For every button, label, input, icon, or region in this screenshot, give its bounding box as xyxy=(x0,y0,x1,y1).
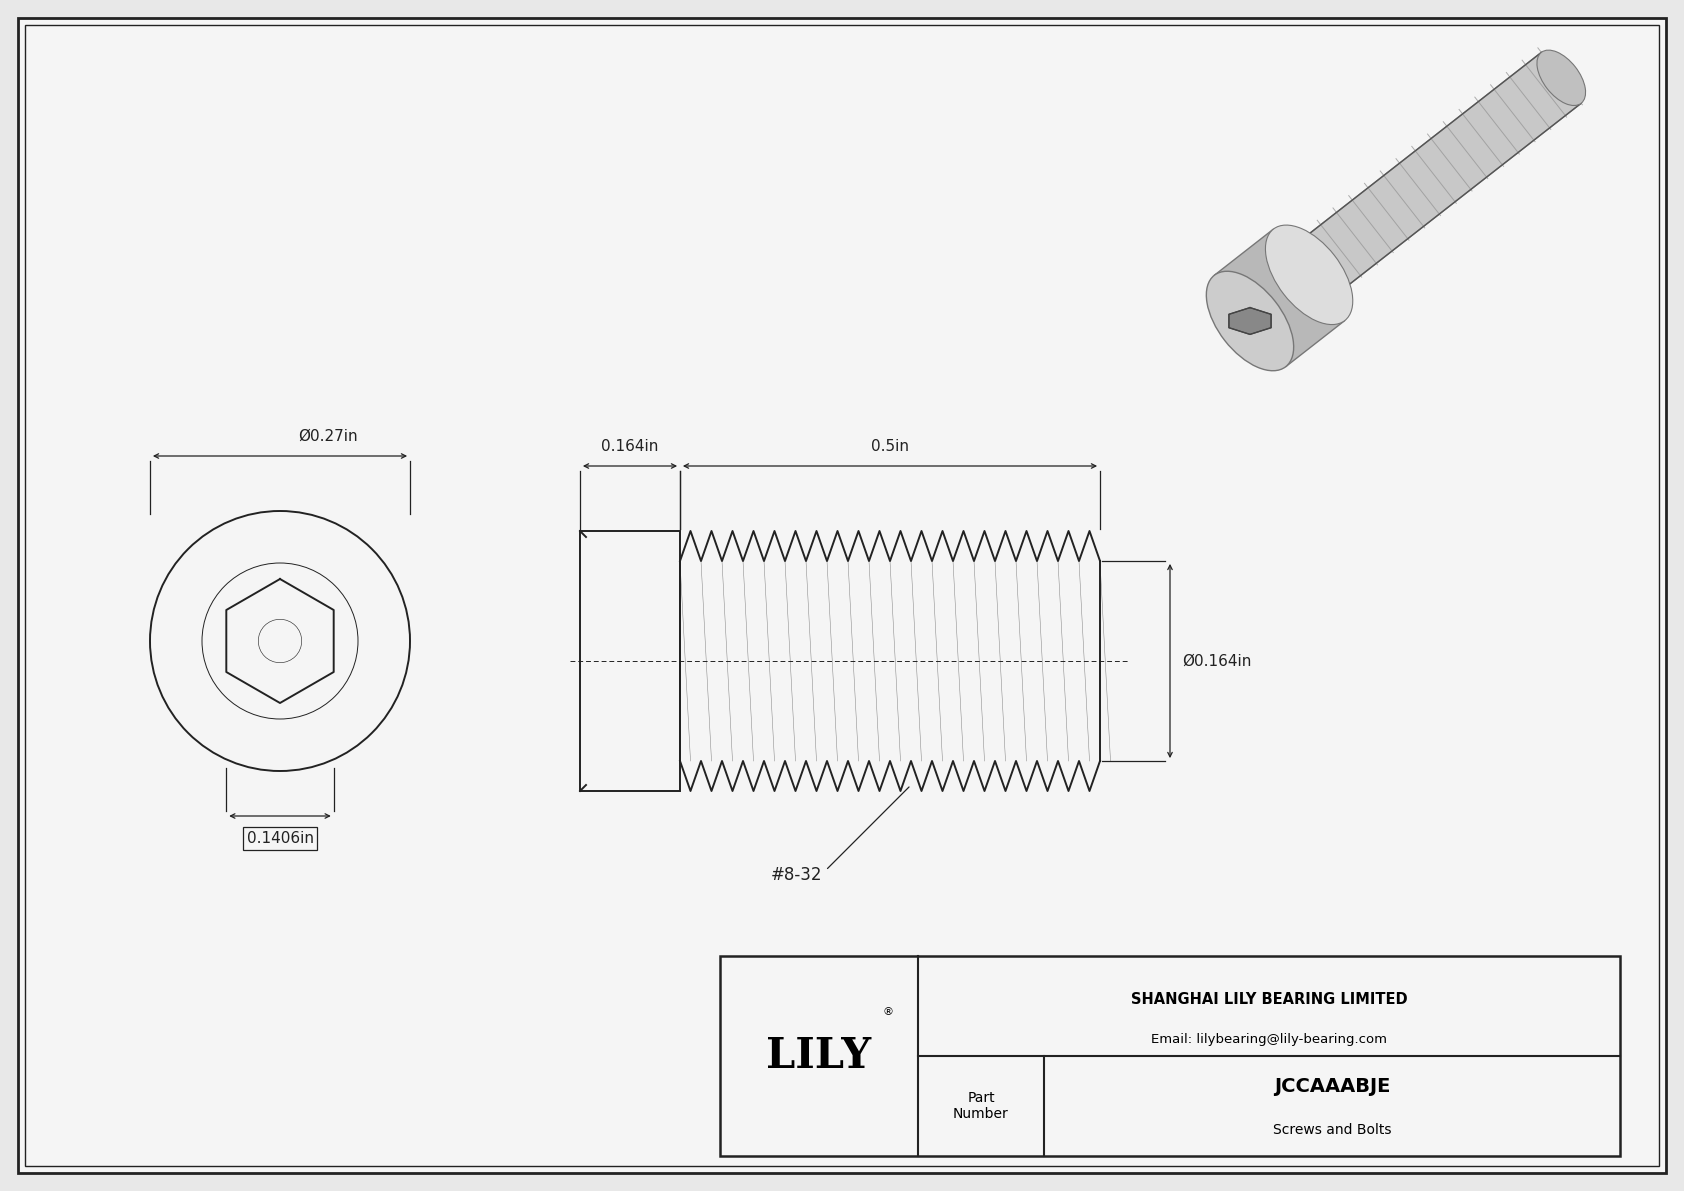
Text: Ø0.164in: Ø0.164in xyxy=(1182,654,1251,668)
Polygon shape xyxy=(1229,307,1271,335)
Text: LILY: LILY xyxy=(766,1035,872,1077)
Text: Ø0.27in: Ø0.27in xyxy=(298,429,357,444)
Text: Part
Number: Part Number xyxy=(953,1091,1009,1121)
Text: SHANGHAI LILY BEARING LIMITED: SHANGHAI LILY BEARING LIMITED xyxy=(1130,992,1408,1008)
Ellipse shape xyxy=(1206,272,1293,370)
Text: #8-32: #8-32 xyxy=(771,787,909,884)
Text: Screws and Bolts: Screws and Bolts xyxy=(1273,1123,1391,1137)
Text: 0.164in: 0.164in xyxy=(601,439,658,454)
Text: 0.5in: 0.5in xyxy=(871,439,909,454)
Text: Email: lilybearing@lily-bearing.com: Email: lilybearing@lily-bearing.com xyxy=(1150,1034,1388,1047)
Text: ®: ® xyxy=(882,1008,894,1017)
Ellipse shape xyxy=(1537,50,1586,106)
Ellipse shape xyxy=(1265,225,1352,325)
Text: 0.1406in: 0.1406in xyxy=(246,831,313,846)
Bar xyxy=(721,956,1620,1156)
Polygon shape xyxy=(1290,52,1581,300)
Polygon shape xyxy=(1214,229,1346,367)
Bar xyxy=(579,531,680,791)
Text: JCCAAABJE: JCCAAABJE xyxy=(1273,1077,1391,1096)
